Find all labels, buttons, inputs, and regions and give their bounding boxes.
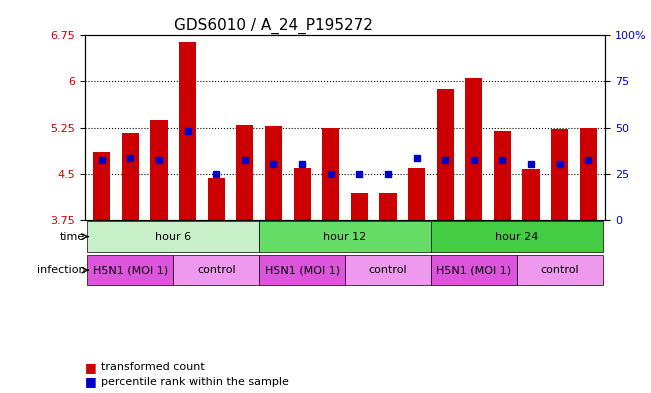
- Text: hour 12: hour 12: [324, 231, 367, 242]
- Bar: [380, 193, 396, 220]
- Text: H5N1 (MOI 1): H5N1 (MOI 1): [264, 265, 340, 275]
- Bar: [351, 193, 368, 220]
- Text: ■: ■: [85, 375, 96, 389]
- Bar: [523, 169, 540, 220]
- Text: H5N1 (MOI 1): H5N1 (MOI 1): [436, 265, 512, 275]
- Bar: [437, 89, 454, 220]
- Text: transformed count: transformed count: [101, 362, 204, 373]
- FancyBboxPatch shape: [259, 222, 431, 252]
- Bar: [494, 131, 511, 220]
- Text: hour 24: hour 24: [495, 231, 538, 242]
- FancyBboxPatch shape: [431, 255, 517, 285]
- Bar: [579, 128, 597, 220]
- Text: time: time: [60, 231, 85, 242]
- FancyBboxPatch shape: [173, 255, 259, 285]
- Bar: [408, 167, 425, 220]
- Bar: [465, 78, 482, 220]
- Text: control: control: [368, 265, 408, 275]
- Text: GDS6010 / A_24_P195272: GDS6010 / A_24_P195272: [174, 18, 373, 34]
- Text: control: control: [540, 265, 579, 275]
- Bar: [122, 132, 139, 220]
- Bar: [93, 152, 111, 220]
- Text: percentile rank within the sample: percentile rank within the sample: [101, 377, 289, 387]
- Text: H5N1 (MOI 1): H5N1 (MOI 1): [93, 265, 168, 275]
- Bar: [236, 125, 253, 220]
- FancyBboxPatch shape: [259, 255, 345, 285]
- FancyBboxPatch shape: [87, 255, 173, 285]
- Text: control: control: [197, 265, 236, 275]
- FancyBboxPatch shape: [87, 222, 259, 252]
- Bar: [551, 129, 568, 220]
- FancyBboxPatch shape: [431, 222, 603, 252]
- FancyBboxPatch shape: [517, 255, 603, 285]
- FancyBboxPatch shape: [345, 255, 431, 285]
- Bar: [265, 126, 282, 220]
- Bar: [179, 42, 196, 220]
- Text: hour 6: hour 6: [156, 231, 191, 242]
- Bar: [208, 178, 225, 220]
- Text: infection: infection: [36, 265, 85, 275]
- Bar: [294, 167, 311, 220]
- Text: ■: ■: [85, 361, 96, 374]
- Bar: [150, 120, 167, 220]
- Bar: [322, 128, 339, 220]
